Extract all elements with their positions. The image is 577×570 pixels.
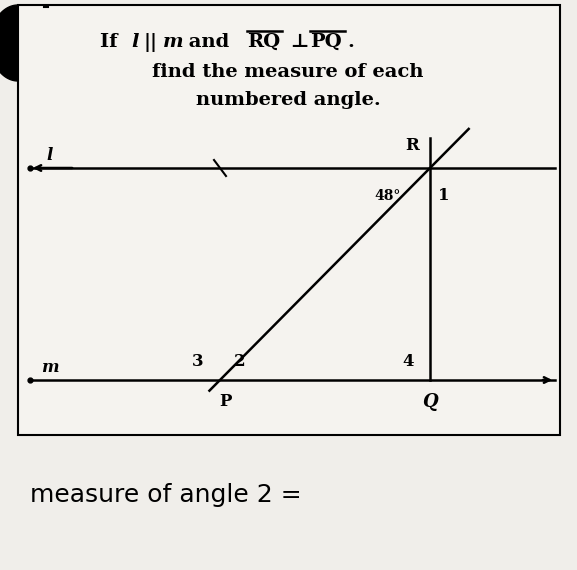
- Text: 2: 2: [234, 353, 246, 370]
- Text: 48°: 48°: [375, 189, 401, 203]
- Text: 4: 4: [402, 353, 414, 370]
- Text: measure of angle 2 =: measure of angle 2 =: [30, 483, 302, 507]
- Text: ||: ||: [143, 32, 157, 51]
- Text: P: P: [219, 393, 231, 410]
- Bar: [18, 5, 560, 435]
- Text: numbered angle.: numbered angle.: [196, 91, 380, 109]
- Text: m: m: [41, 360, 59, 377]
- Text: l: l: [131, 33, 138, 51]
- Text: and: and: [182, 33, 236, 51]
- Text: Q: Q: [422, 393, 438, 411]
- Text: m: m: [163, 33, 183, 51]
- Text: .: .: [347, 33, 354, 51]
- Text: 3: 3: [192, 353, 204, 370]
- Text: ⊥: ⊥: [284, 33, 316, 51]
- Text: PQ: PQ: [310, 33, 342, 51]
- Text: 1: 1: [439, 188, 449, 205]
- Text: R: R: [405, 137, 419, 154]
- Polygon shape: [0, 5, 18, 81]
- Text: l: l: [47, 148, 53, 165]
- Text: find the measure of each: find the measure of each: [152, 63, 424, 81]
- Text: If: If: [100, 33, 124, 51]
- Text: RQ: RQ: [247, 33, 280, 51]
